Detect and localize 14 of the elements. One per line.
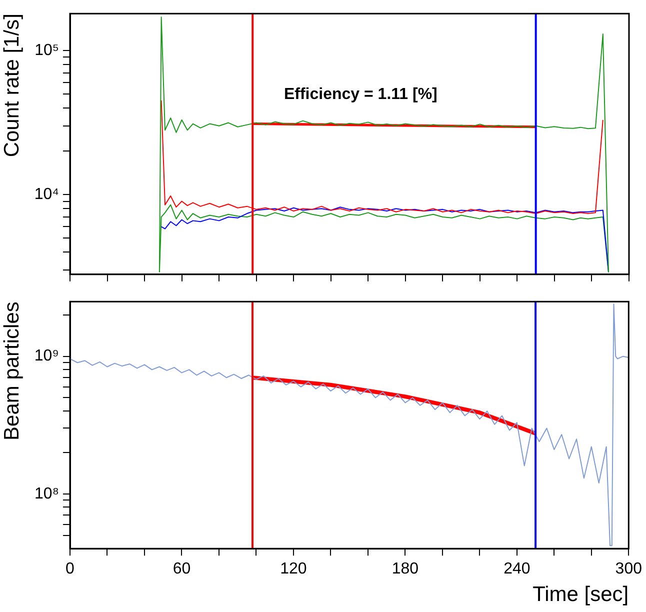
x-tick-label: 300 xyxy=(615,560,642,578)
x-axis-title: Time [sec] xyxy=(532,583,629,606)
y-tick-label: 10⁸ xyxy=(34,485,59,502)
y-tick-label: 10⁹ xyxy=(34,348,59,365)
y-axis-title: Count rate [1/s] xyxy=(0,14,24,158)
x-tick-label: 0 xyxy=(66,560,75,578)
y-tick-label: 10⁵ xyxy=(34,42,59,59)
x-tick-label: 120 xyxy=(280,560,307,578)
y-axis-title: Beam particles xyxy=(0,302,24,440)
annotation: Efficiency = 1.11 [%] xyxy=(284,86,438,103)
y-tick-label: 10⁴ xyxy=(34,186,60,204)
x-tick-label: 180 xyxy=(392,560,419,578)
x-tick-label: 60 xyxy=(172,560,191,578)
x-tick-label: 240 xyxy=(504,560,530,578)
